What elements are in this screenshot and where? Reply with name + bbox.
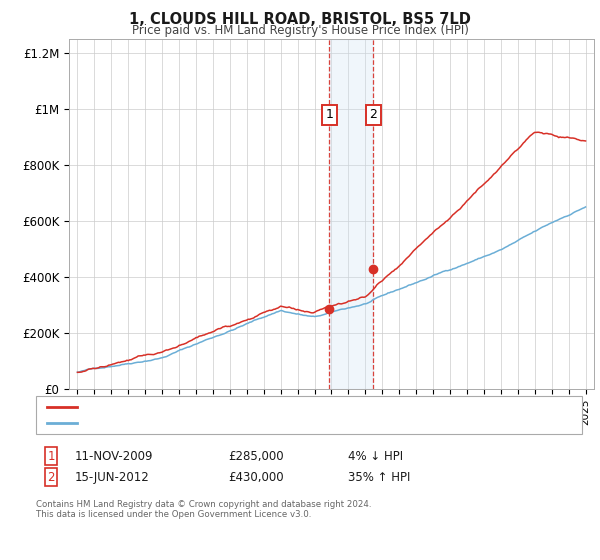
Text: 1: 1 [47,450,55,463]
Text: 1, CLOUDS HILL ROAD, BRISTOL, BS5 7LD (detached house): 1, CLOUDS HILL ROAD, BRISTOL, BS5 7LD (d… [83,402,416,412]
Text: 2: 2 [369,108,377,122]
Text: 2: 2 [47,470,55,484]
Text: Price paid vs. HM Land Registry's House Price Index (HPI): Price paid vs. HM Land Registry's House … [131,24,469,37]
Text: 4% ↓ HPI: 4% ↓ HPI [348,450,403,463]
Text: 35% ↑ HPI: 35% ↑ HPI [348,470,410,484]
Text: £285,000: £285,000 [228,450,284,463]
Text: 1, CLOUDS HILL ROAD, BRISTOL, BS5 7LD: 1, CLOUDS HILL ROAD, BRISTOL, BS5 7LD [129,12,471,27]
Text: £430,000: £430,000 [228,470,284,484]
Bar [329,39,373,389]
Text: 11-NOV-2009: 11-NOV-2009 [75,450,154,463]
Text: 15-JUN-2012: 15-JUN-2012 [75,470,150,484]
Text: 1: 1 [325,108,333,122]
Text: HPI: Average price, detached house, City of Bristol: HPI: Average price, detached house, City… [83,418,364,428]
Text: Contains HM Land Registry data © Crown copyright and database right 2024.
This d: Contains HM Land Registry data © Crown c… [36,500,371,519]
